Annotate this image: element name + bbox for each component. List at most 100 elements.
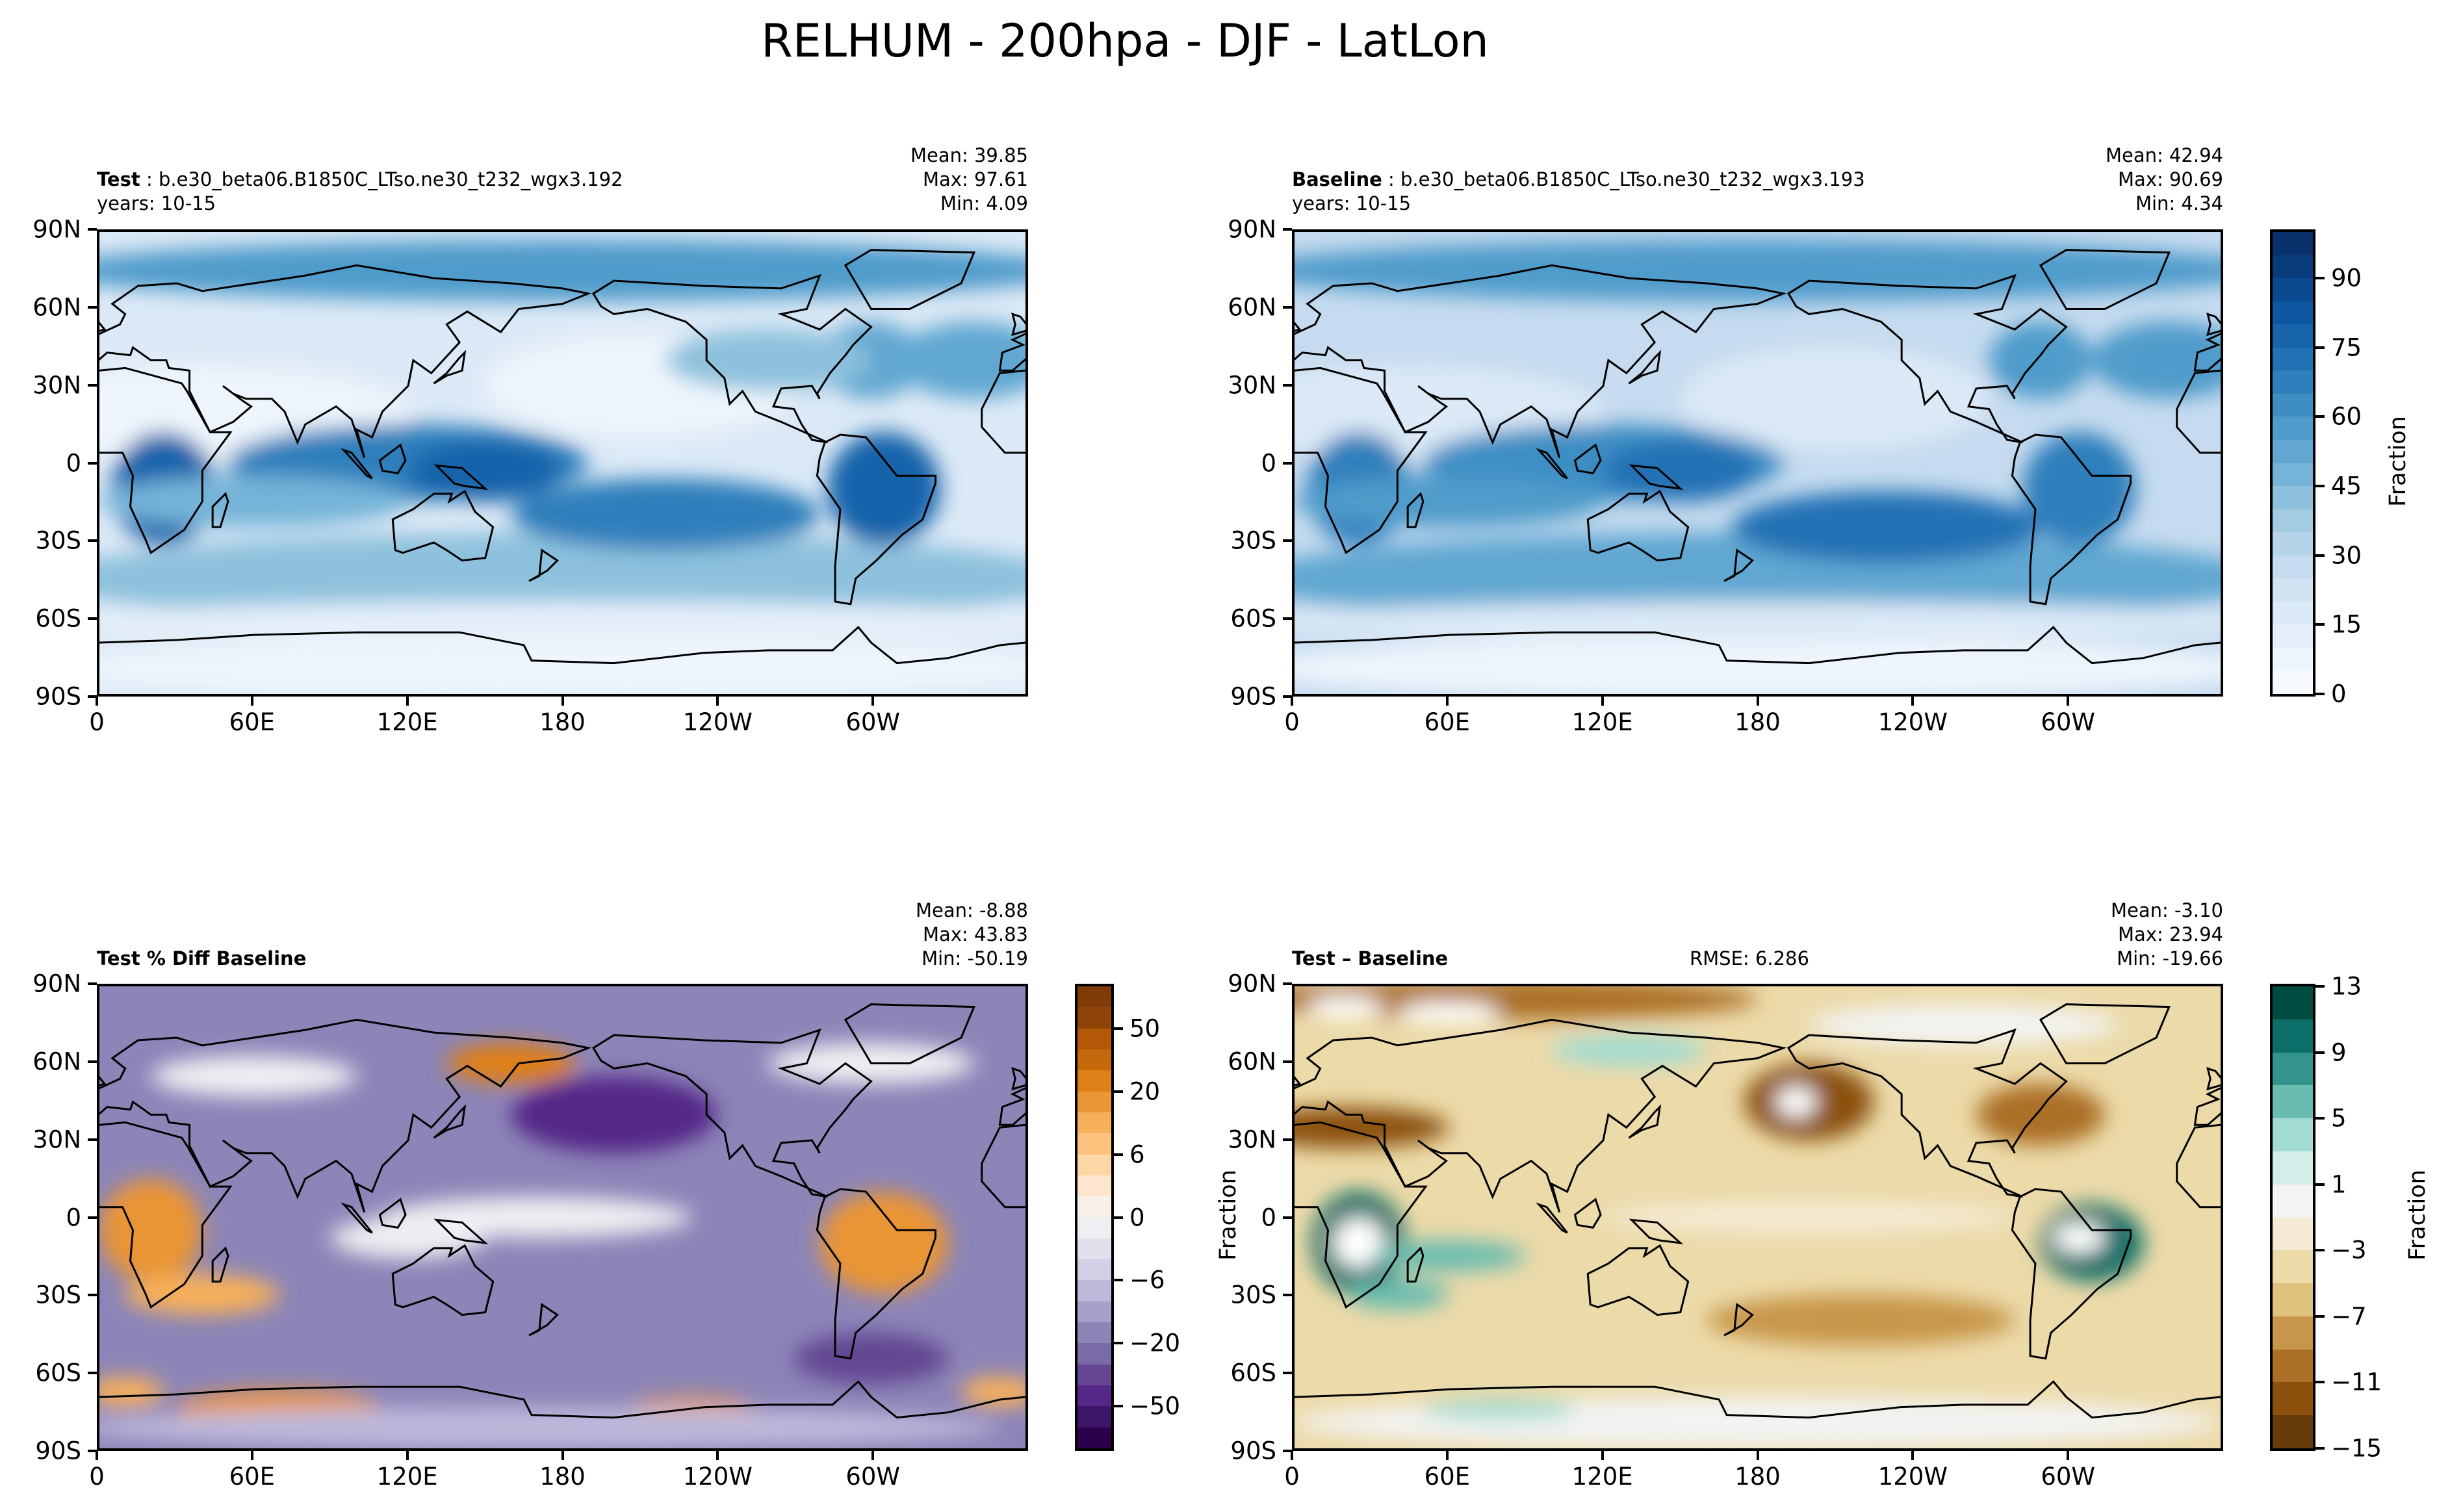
colorbar-segment [2273, 1349, 2313, 1383]
x-tick-label: 180 [1734, 708, 1781, 736]
x-tick-mark [716, 697, 719, 706]
colorbar-tick-mark [1114, 1279, 1123, 1282]
colorbar-tick-mark [2315, 485, 2325, 488]
field-contour [1295, 476, 1603, 528]
field-contour [1397, 1001, 1501, 1023]
y-tick-label: 30N [1228, 1125, 1276, 1154]
baseline-case-name: : b.e30_beta06.B1850C_LTso.ne30_t232_wgx… [1382, 168, 1865, 190]
y-tick-label: 60S [35, 604, 81, 633]
colorbar-segment [2273, 532, 2313, 556]
coastline-samerica [2012, 1189, 2130, 1359]
coastline-borneo [380, 1199, 406, 1227]
field-contour [511, 478, 820, 550]
y-tick-mark [1283, 1294, 1292, 1297]
coastline-antarctica [99, 1381, 1025, 1417]
y-tick-label: 90N [1228, 215, 1276, 244]
coastline-japan [434, 1107, 465, 1138]
field-contour [1307, 996, 1385, 1018]
colorbar-segment [1077, 1427, 1111, 1448]
coastline-uk [1012, 1068, 1025, 1089]
y-tick-mark [88, 539, 97, 543]
x-tick-mark [1445, 1451, 1449, 1460]
coastline-nz [529, 1305, 558, 1335]
coastline-newguinea [1632, 1220, 1681, 1243]
x-tick-label: 120E [1571, 708, 1633, 736]
x-tick-label: 60E [229, 708, 276, 736]
field-contour [1680, 347, 1989, 450]
y-tick-label: 90S [35, 1437, 81, 1465]
colorbar-segment [2273, 647, 2313, 671]
baseline-panel-label: Baseline : b.e30_beta06.B1850C_LTso.ne30… [1292, 168, 1865, 192]
colorbar-tick-mark [1114, 1153, 1123, 1156]
coastline-samerica [817, 1189, 935, 1359]
colorbar-tick-label: 90 [2331, 264, 2362, 292]
colorbar-tick-label: −3 [2331, 1236, 2367, 1264]
y-tick-mark [1283, 1216, 1292, 1219]
coastline-africa [99, 368, 231, 552]
coastline-samerica [2012, 435, 2130, 604]
colorbar-tick-label: −15 [2331, 1434, 2382, 1463]
colorbar-segment [1077, 1322, 1111, 1344]
x-tick-label: 120E [376, 708, 438, 736]
x-tick-mark [1756, 697, 1759, 706]
coastline-madagascar [1408, 494, 1423, 527]
coastline-nz [1724, 1305, 1753, 1335]
x-tick-mark [1601, 697, 1604, 706]
field-contour [1706, 1294, 2015, 1346]
colorbar-segment [2273, 1151, 2313, 1185]
colorbar-tick-mark [1114, 1090, 1123, 1093]
colorbar-segment [1077, 1175, 1111, 1197]
colorbar-segment [1077, 986, 1111, 1008]
x-tick-label: 120W [682, 708, 753, 736]
y-tick-mark [1283, 228, 1292, 231]
field-contour [1295, 637, 2221, 694]
colorbar-tick-label: −20 [1129, 1329, 1181, 1357]
x-tick-label: 180 [1734, 1463, 1781, 1491]
y-tick-label: 90N [32, 969, 81, 998]
y-tick-mark [1283, 305, 1292, 309]
colorbar-tick-mark [1114, 1027, 1123, 1030]
coastline-newguinea [437, 1220, 485, 1243]
colorbar-segment [1077, 1279, 1111, 1301]
coastline-uk [2208, 1068, 2221, 1089]
field-contour [2053, 1222, 2105, 1253]
field-contour [1295, 1107, 1449, 1148]
field-contour [2022, 432, 2136, 545]
y-tick-label: 0 [66, 1203, 81, 1231]
coastline-namerica [1788, 1030, 2067, 1197]
colorbar-tick-label: 60 [2331, 402, 2362, 431]
test-panel-label: Test : b.e30_beta06.B1850C_LTso.ne30_t23… [97, 168, 623, 192]
colorbar-tick-label: 13 [2331, 972, 2362, 1001]
field-contour [1371, 1240, 1527, 1272]
colorbar-segment [2273, 277, 2313, 301]
y-tick-label: 60S [35, 1359, 81, 1387]
colorbar-segment [1077, 1006, 1111, 1029]
coastline-uk [1295, 1068, 1300, 1089]
y-tick-label: 60S [1230, 604, 1276, 633]
colorbar-segment [2273, 370, 2313, 394]
baseline-max: Max: 90.69 [2118, 168, 2223, 190]
y-tick-mark [1283, 617, 1292, 621]
colorbar-segment [2273, 393, 2313, 417]
x-tick-label: 0 [1284, 1463, 1300, 1491]
colorbar-segment [2273, 439, 2313, 463]
y-tick-label: 30N [32, 1125, 81, 1154]
coastline-eurasia [1295, 265, 1783, 457]
colorbar-segment [1077, 1364, 1111, 1386]
coastline-greenland [2041, 250, 2169, 309]
x-tick-mark [561, 1451, 564, 1460]
colorbar-segment [2273, 485, 2313, 509]
colorbar-segment [2273, 416, 2313, 440]
x-tick-mark [96, 697, 98, 706]
x-tick-label: 0 [89, 1463, 105, 1491]
y-tick-label: 90S [35, 682, 81, 711]
pctdiff-max: Max: 43.83 [923, 923, 1028, 945]
baseline-label-bold: Baseline [1292, 168, 1382, 190]
x-tick-mark [1291, 697, 1293, 706]
y-tick-label: 90S [1230, 682, 1276, 711]
colorbar-tick-mark [2315, 1314, 2325, 1318]
colorbar-segment [1077, 1070, 1111, 1092]
field-contour [1775, 1086, 1817, 1118]
y-tick-mark [88, 1372, 97, 1375]
y-tick-mark [88, 461, 97, 465]
